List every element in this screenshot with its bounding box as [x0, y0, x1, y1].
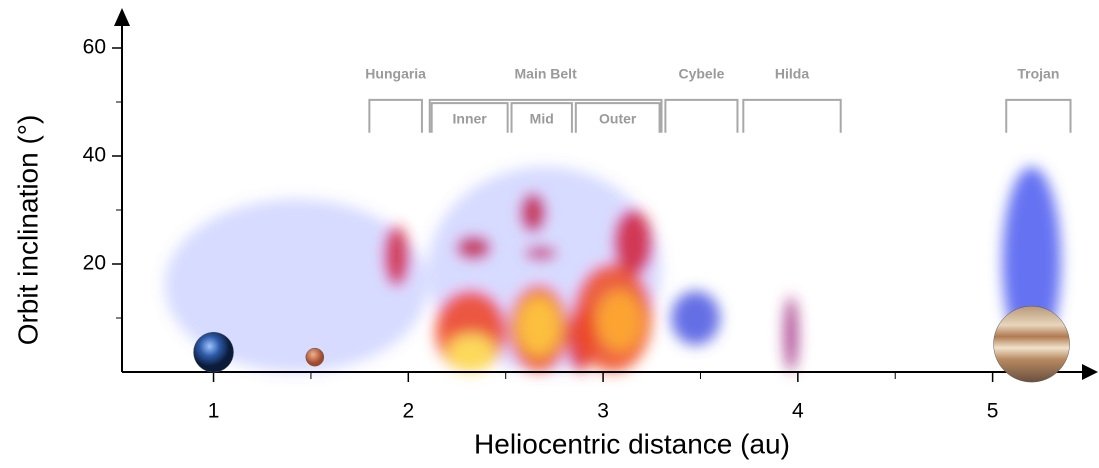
y-axis-title: Orbit inclination (°)	[12, 115, 43, 346]
density-cluster	[525, 247, 557, 259]
planet	[193, 331, 234, 373]
region-label: Outer	[599, 111, 637, 127]
region-label: Trojan	[1017, 66, 1059, 82]
region-label: Hilda	[775, 66, 809, 82]
region-bracket	[430, 102, 509, 133]
region-label: Inner	[453, 111, 488, 127]
y-tick-label: 60	[83, 36, 106, 59]
region-label: Mid	[530, 111, 554, 127]
y-axis-arrow	[114, 8, 130, 26]
x-axis-arrow	[1082, 364, 1098, 380]
region-bracket	[368, 98, 423, 133]
planet	[993, 305, 1070, 383]
density-cluster	[517, 296, 561, 356]
x-tick-label: 1	[208, 400, 220, 423]
density-cluster	[671, 291, 720, 345]
x-tick-label: 3	[597, 400, 609, 423]
density-cluster	[614, 210, 652, 275]
region-bracket	[742, 98, 842, 133]
region-label: Hungaria	[365, 66, 426, 82]
region-bracket	[574, 102, 661, 133]
x-tick-label: 2	[402, 400, 414, 423]
region-bracket	[510, 102, 573, 133]
plot-area	[112, 8, 1098, 383]
density-cluster	[164, 199, 428, 372]
density-cluster	[521, 193, 545, 232]
region-bracket	[1005, 98, 1072, 133]
density-cluster	[784, 296, 798, 373]
density-cluster	[457, 237, 491, 259]
x-axis-title: Heliocentric distance (au)	[474, 428, 790, 459]
y-tick-label: 40	[83, 144, 106, 167]
region-bracket	[428, 98, 663, 133]
density-cluster	[384, 226, 409, 286]
density-layer	[164, 166, 1061, 373]
density-cluster	[447, 334, 496, 372]
y-tick-label: 20	[83, 252, 106, 275]
region-label: Main Belt	[515, 66, 578, 82]
region-label: Cybele	[678, 66, 724, 82]
x-tick-label: 4	[792, 400, 804, 423]
region-bracket	[664, 98, 739, 133]
density-cluster	[597, 291, 643, 351]
x-tick-label: 5	[987, 400, 999, 423]
density-cluster	[1002, 166, 1061, 356]
planet	[305, 347, 325, 367]
